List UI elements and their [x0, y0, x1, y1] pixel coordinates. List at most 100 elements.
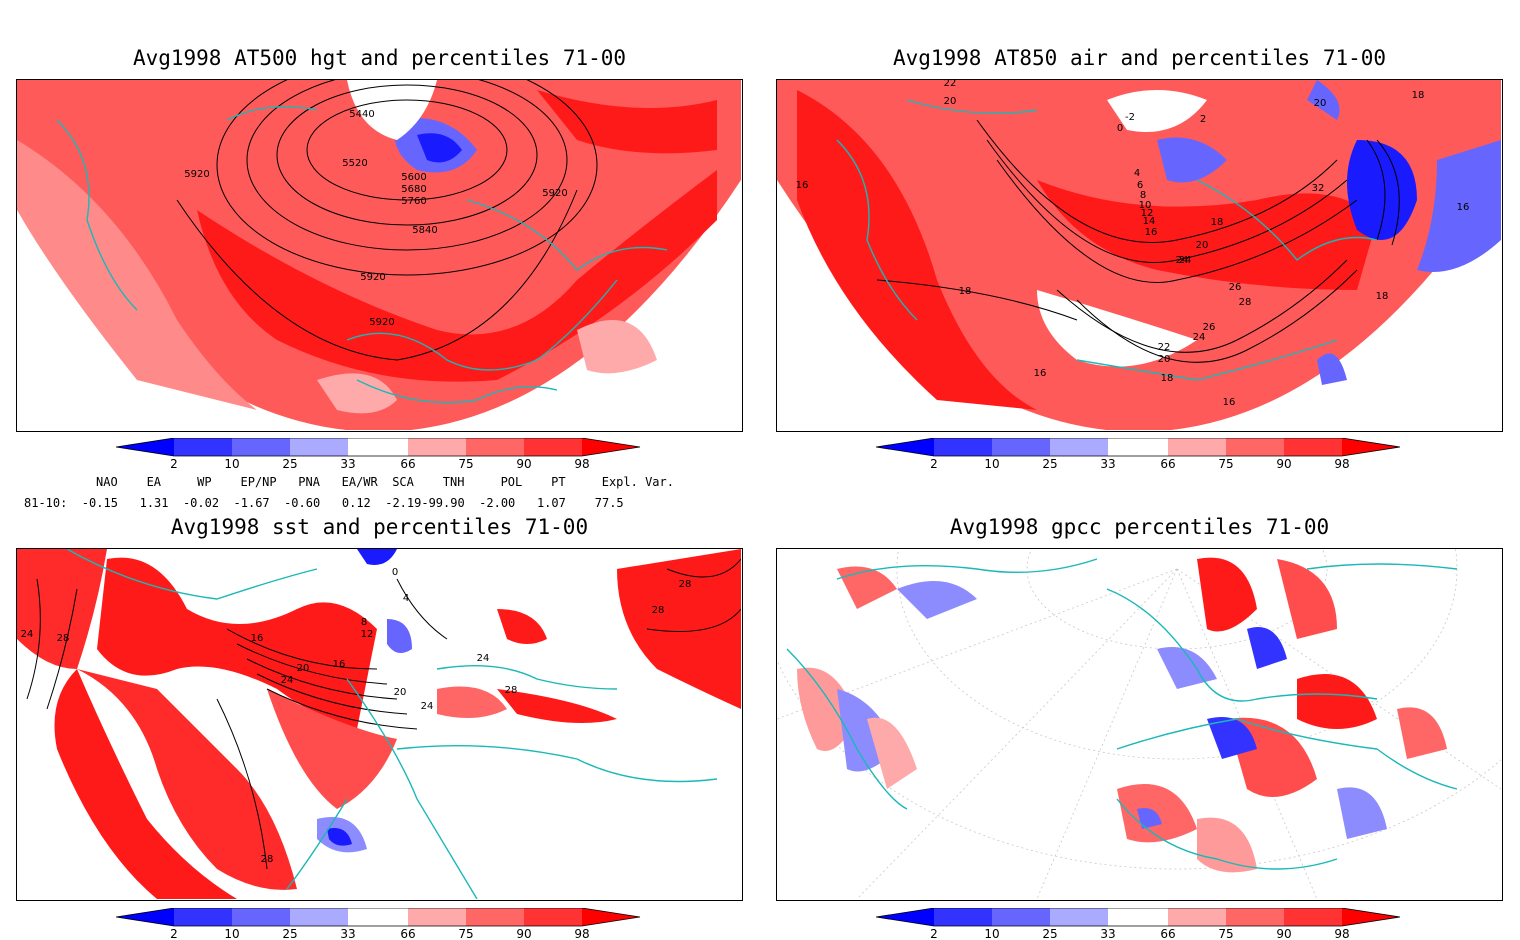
contour-label: 5920: [360, 272, 385, 283]
contour-label: 22: [1158, 342, 1171, 353]
contour-label: 24: [1176, 255, 1189, 266]
colorbar-swatches: [116, 438, 641, 457]
contour-label: 16: [796, 180, 809, 191]
contour-label: 5520: [342, 158, 367, 169]
map-gpcc: [776, 548, 1503, 901]
contour-label: 12: [361, 629, 374, 640]
map-hgt500: 5440 5520 5600 5680 5760 5840 5920 5920 …: [16, 79, 743, 432]
cb-label: 10: [224, 457, 239, 470]
contour-label: 5920: [184, 169, 209, 180]
cb-label: 90: [516, 927, 531, 940]
cb-swatch: [232, 438, 290, 456]
contour-label: 16: [251, 633, 264, 644]
cb-swatch: [174, 908, 232, 926]
cb-label: 10: [984, 457, 999, 470]
cb-swatch: [408, 908, 466, 926]
contour-label: 24: [477, 653, 490, 664]
cb-swatch: [290, 438, 348, 456]
contour-label: -2: [1125, 112, 1135, 123]
contour-label: 5920: [369, 317, 394, 328]
cb-label: 98: [1334, 457, 1349, 470]
cb-label: 98: [574, 457, 589, 470]
cb-label: 75: [1218, 927, 1233, 940]
cb-swatch: [934, 908, 992, 926]
colorbar-swatches: [876, 438, 1401, 457]
cb-label: 10: [224, 927, 239, 940]
cb-swatch: [466, 438, 524, 456]
map-gpcc-canvas: [777, 549, 1501, 899]
contour-label: 5440: [349, 109, 374, 120]
cb-label: 98: [1334, 927, 1349, 940]
contour-label: 10: [1139, 200, 1152, 211]
contour-label: 20: [1196, 240, 1209, 251]
contour-label: 32: [1312, 183, 1325, 194]
cb-label: 33: [1100, 457, 1115, 470]
cb-swatch: [116, 908, 174, 926]
contour-label: 0: [1117, 123, 1123, 134]
cb-swatch: [232, 908, 290, 926]
indices-row: 81-10: -0.15 1.31 -0.02 -1.67 -0.60 0.12…: [24, 496, 624, 510]
cb-swatch: [466, 908, 524, 926]
cb-swatch: [1050, 908, 1108, 926]
cb-label: 25: [1042, 927, 1057, 940]
cb-label: 10: [984, 927, 999, 940]
cb-label: 25: [282, 457, 297, 470]
contour-label: 4: [1134, 168, 1140, 179]
contour-label: 14: [1143, 216, 1156, 227]
cb-label: 25: [1042, 457, 1057, 470]
cb-label: 66: [400, 927, 415, 940]
contour-label: 8: [361, 617, 367, 628]
map-air850: 22 20 -2 0 2 20 24 18 16 16 18 24 26 28 …: [776, 79, 1503, 432]
contour-label: 5760: [401, 196, 426, 207]
cb-swatch: [1284, 438, 1342, 456]
map-hgt500-canvas: 5440 5520 5600 5680 5760 5840 5920 5920 …: [17, 80, 741, 430]
contour-label: 20: [1314, 98, 1327, 109]
contour-label: 24: [1179, 255, 1192, 266]
colorbar-top-left: 2 10 25 33 66 75 90 98: [116, 438, 641, 470]
cb-swatch: [116, 438, 174, 456]
contour-label: 20: [1158, 354, 1171, 365]
colorbar-bottom-right: 2 10 25 33 66 75 90 98: [876, 908, 1401, 940]
panel-title-air850: Avg1998 AT850 air and percentiles 71-00: [892, 46, 1387, 70]
contour-label: 20: [944, 96, 957, 107]
colorbar-swatches: [876, 908, 1401, 927]
cb-swatch: [876, 438, 934, 456]
colorbar-bottom-left: 2 10 25 33 66 75 90 98: [116, 908, 641, 940]
cb-label: 66: [1160, 457, 1175, 470]
cb-swatch: [1050, 438, 1108, 456]
contour-label: 24: [421, 701, 434, 712]
contour-label: 16: [1457, 202, 1470, 213]
cb-swatch: [1342, 438, 1400, 456]
contour-label: 28: [57, 633, 70, 644]
map-sst-canvas: 24 28 16 20 24 16 12 8 4 0 28 28 28 24 2…: [17, 549, 741, 899]
cb-label: 90: [516, 457, 531, 470]
cb-swatch: [992, 438, 1050, 456]
contour-label: 24: [1193, 332, 1206, 343]
contour-label: 18: [1376, 291, 1389, 302]
contour-label: 26: [1203, 322, 1216, 333]
cb-label: 98: [574, 927, 589, 940]
cb-swatch: [1168, 438, 1226, 456]
contour-label: 18: [1412, 90, 1425, 101]
contour-label: 20: [297, 663, 310, 674]
contour-label: 24: [21, 629, 34, 640]
contour-label: 20: [394, 687, 407, 698]
contour-label: 8: [1140, 190, 1146, 201]
indices-header: NAO EA WP EP/NP PNA EA/WR SCA TNH POL PT…: [96, 475, 674, 489]
cb-label: 75: [458, 457, 473, 470]
cb-swatch: [174, 438, 232, 456]
cb-label: 25: [282, 927, 297, 940]
cb-label: 2: [930, 927, 938, 940]
contour-label: 2: [1200, 114, 1206, 125]
cb-label: 33: [340, 457, 355, 470]
contour-label: 6: [1137, 180, 1143, 191]
colorbar-top-right: 2 10 25 33 66 75 90 98: [876, 438, 1401, 470]
cb-label: 33: [1100, 927, 1115, 940]
contour-label: 5680: [401, 184, 426, 195]
cb-label: 75: [1218, 457, 1233, 470]
contour-label: 5600: [401, 172, 426, 183]
cb-swatch: [290, 908, 348, 926]
colorbar-swatches: [116, 908, 641, 927]
cb-swatch: [1226, 908, 1284, 926]
contour-label: 5920: [542, 188, 567, 199]
